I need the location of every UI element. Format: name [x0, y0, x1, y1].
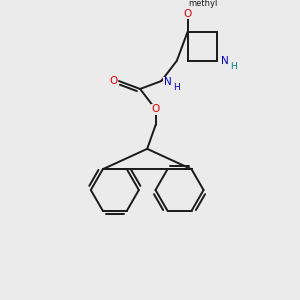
Text: N: N: [164, 77, 171, 88]
Text: O: O: [152, 104, 160, 114]
Text: methyl: methyl: [188, 0, 218, 8]
Text: H: H: [173, 83, 180, 92]
Text: N: N: [221, 56, 229, 66]
Text: H: H: [230, 62, 237, 71]
Text: O: O: [110, 76, 118, 86]
Text: O: O: [184, 8, 192, 19]
